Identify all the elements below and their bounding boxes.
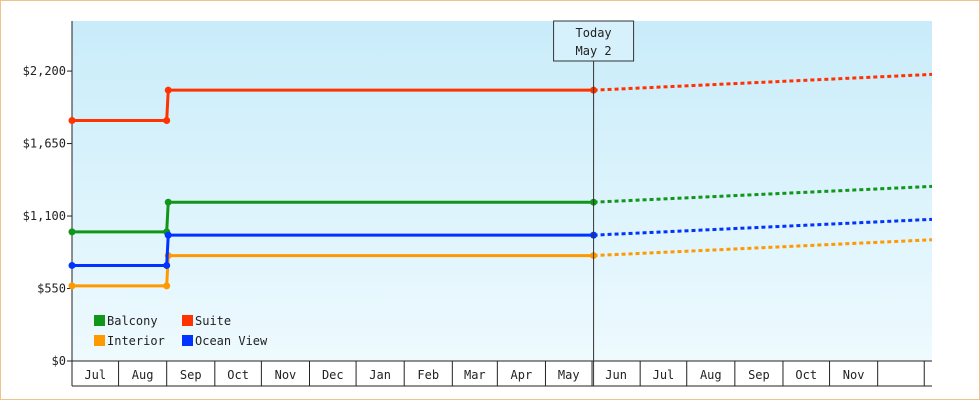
legend-label: Interior (107, 334, 165, 348)
legend-swatch (94, 315, 105, 326)
y-tick-label: $0 (52, 354, 66, 368)
legend-label: Ocean View (195, 334, 268, 348)
series-projection-line (593, 184, 933, 204)
data-point (68, 282, 76, 290)
y-tick-label: $2,200 (23, 64, 66, 78)
data-point (163, 282, 171, 290)
x-month-label: Oct (227, 368, 249, 382)
x-month-label: Aug (132, 368, 154, 382)
x-month-label: Sep (180, 368, 202, 382)
series-projection-line (593, 238, 933, 258)
series-line (72, 254, 594, 288)
today-box (553, 20, 635, 62)
x-month-label: Jun (605, 368, 627, 382)
x-month-label: Sep (748, 368, 770, 382)
data-point (68, 228, 76, 236)
x-month-label: Dec (322, 368, 344, 382)
x-month-label: Nov (843, 368, 865, 382)
y-tick-label: $550 (37, 282, 66, 296)
series-line (72, 200, 594, 234)
data-point (68, 116, 76, 124)
data-point (163, 116, 171, 124)
legend-label: Balcony (107, 314, 158, 328)
today-date-label: May 2 (576, 44, 612, 58)
legend-swatch (94, 335, 105, 346)
today-label: Today (576, 26, 612, 40)
x-month-label: Jan (369, 368, 391, 382)
y-tick-label: $1,100 (23, 209, 66, 223)
x-month-label: Jul (653, 368, 675, 382)
legend-label: Suite (195, 314, 231, 328)
x-month-label: Nov (275, 368, 297, 382)
series-projection-line (593, 72, 933, 92)
data-point (163, 261, 171, 269)
data-point (164, 86, 172, 94)
x-month-label: Mar (464, 368, 486, 382)
x-month-label: Oct (795, 368, 817, 382)
x-month-label: May (558, 368, 580, 382)
data-point (164, 198, 172, 206)
x-month-label: Feb (417, 368, 439, 382)
x-month-label: Jul (84, 368, 106, 382)
y-tick-label: $1,650 (23, 137, 66, 151)
legend-swatch (182, 315, 193, 326)
x-month-label: Apr (511, 368, 533, 382)
series-line (72, 233, 594, 267)
series-projection-line (593, 217, 933, 237)
data-point (164, 231, 172, 239)
x-month-label: Aug (700, 368, 722, 382)
data-point (68, 261, 76, 269)
legend-swatch (182, 335, 193, 346)
series-line (72, 88, 594, 122)
plot-background (72, 21, 932, 361)
